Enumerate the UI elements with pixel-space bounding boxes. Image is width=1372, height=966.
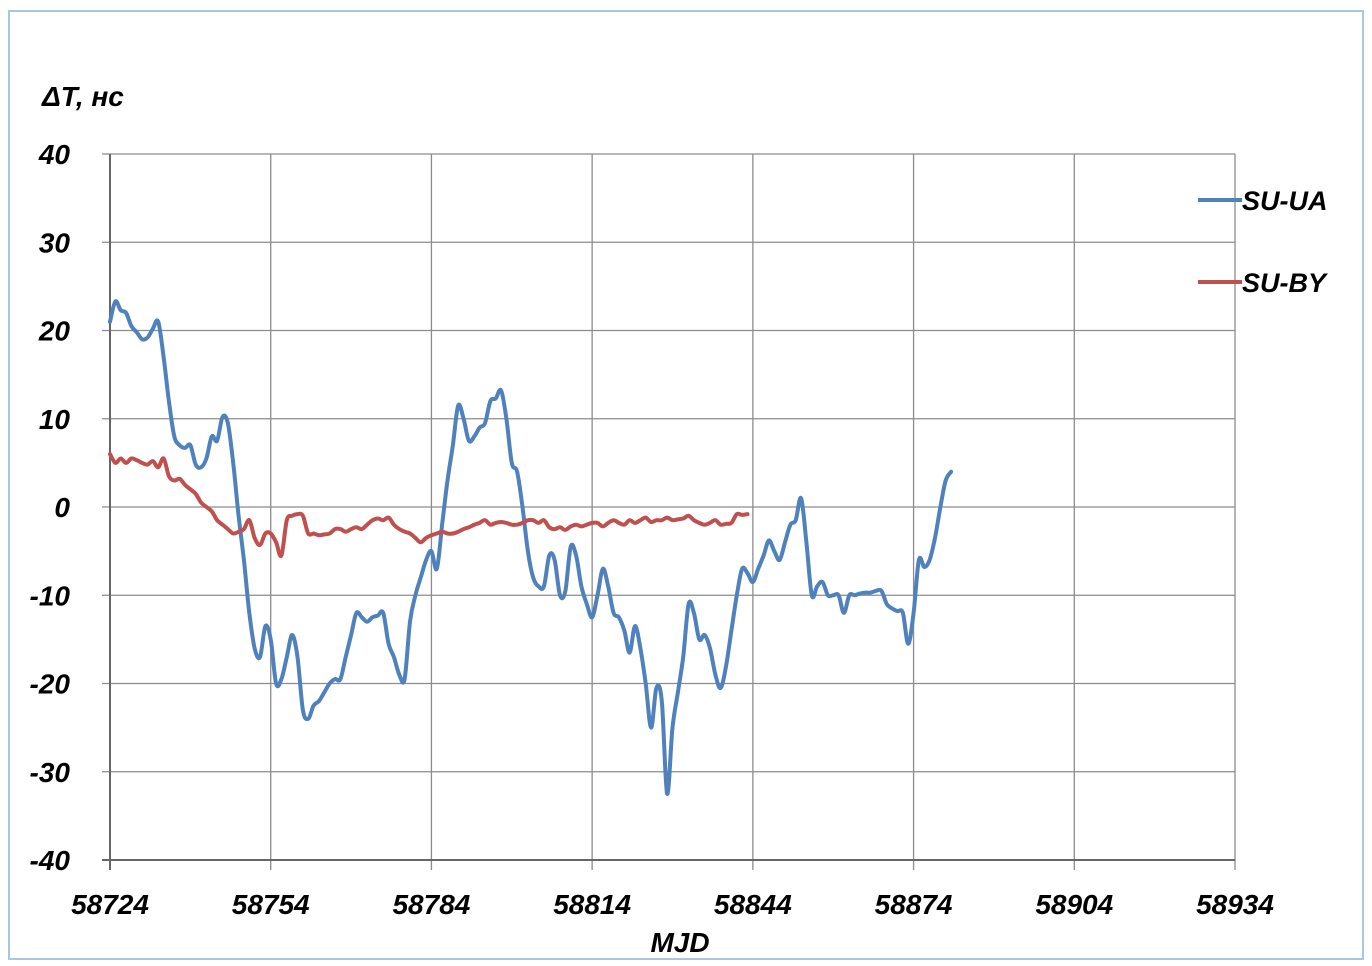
y-tick-label: -30 bbox=[30, 757, 71, 788]
x-tick-label: 58934 bbox=[1196, 889, 1274, 920]
x-tick-label: 58874 bbox=[875, 889, 953, 920]
x-tick-label: 58724 bbox=[71, 889, 149, 920]
y-axis-ticks: 40 30 20 10 0 -10 -20 -30 -40 bbox=[30, 139, 71, 876]
y-tick-label: 30 bbox=[39, 227, 71, 258]
y-tick-label: 20 bbox=[38, 316, 71, 347]
series-lines bbox=[108, 299, 954, 796]
legend-label: SU-UA bbox=[1242, 186, 1328, 216]
x-axis-title: MJD bbox=[650, 927, 709, 958]
x-tick-label: 58814 bbox=[553, 889, 631, 920]
x-axis-ticks: 58724 58754 58784 58814 58844 58874 58904 58934 bbox=[71, 889, 1274, 920]
legend-label: SU-BY bbox=[1242, 268, 1329, 298]
x-tick-label: 58784 bbox=[392, 889, 470, 920]
x-tick-label: 58844 bbox=[714, 889, 792, 920]
y-tick-label: 10 bbox=[39, 404, 71, 435]
grid bbox=[102, 153, 1236, 870]
chart: 40 30 20 10 0 -10 -20 -30 -40 58724 58754 58784 588… bbox=[30, 81, 1329, 958]
y-tick-label: -40 bbox=[30, 845, 71, 876]
chart-frame: 40 30 20 10 0 -10 -20 -30 -40 58724 58754 58784 588… bbox=[8, 10, 1364, 960]
y-tick-label: 0 bbox=[54, 492, 70, 523]
series-line-su-by bbox=[108, 452, 750, 559]
y-axis-title: ΔT, нс bbox=[41, 81, 124, 112]
y-tick-label: 40 bbox=[38, 139, 71, 170]
legend: SU-UA SU-BY bbox=[1198, 186, 1329, 298]
y-tick-label: -10 bbox=[30, 580, 71, 611]
series-line-su-ua bbox=[108, 299, 954, 796]
x-tick-label: 58904 bbox=[1035, 889, 1113, 920]
y-tick-label: -20 bbox=[30, 669, 71, 700]
x-tick-label: 58754 bbox=[232, 889, 310, 920]
